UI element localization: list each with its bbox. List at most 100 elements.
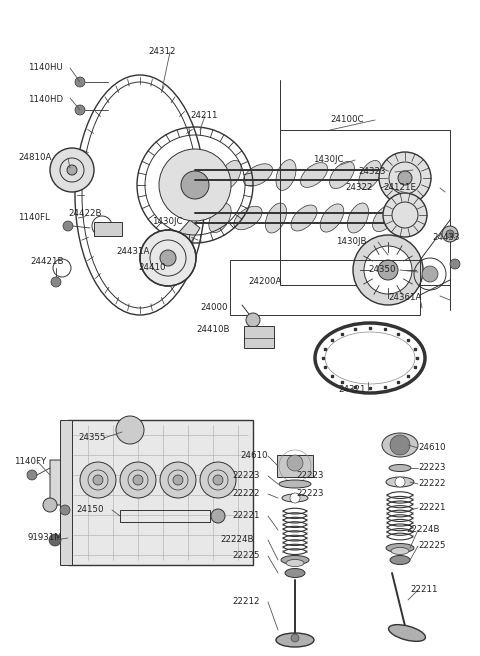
Ellipse shape (281, 556, 309, 565)
Circle shape (442, 226, 458, 242)
Circle shape (27, 470, 37, 480)
Circle shape (160, 462, 196, 498)
Text: 24211: 24211 (190, 112, 217, 121)
Text: 22224B: 22224B (406, 525, 440, 535)
Ellipse shape (265, 203, 287, 233)
Text: 24810A: 24810A (18, 154, 51, 163)
Text: 1140FY: 1140FY (14, 457, 46, 466)
Ellipse shape (276, 633, 314, 647)
Ellipse shape (372, 205, 397, 232)
Text: 24322: 24322 (345, 184, 372, 192)
Text: 22223: 22223 (232, 472, 260, 480)
Text: 24433: 24433 (432, 234, 459, 243)
Circle shape (422, 266, 438, 282)
Text: 24321: 24321 (338, 386, 365, 394)
Text: 24200A: 24200A (248, 277, 281, 287)
Text: 22223: 22223 (296, 489, 324, 499)
Circle shape (287, 455, 303, 471)
Ellipse shape (209, 203, 231, 233)
Text: 22223: 22223 (296, 472, 324, 480)
Ellipse shape (276, 159, 296, 190)
Text: 24361A: 24361A (388, 293, 421, 302)
Text: 24431A: 24431A (116, 247, 149, 256)
Bar (120, 510, 210, 522)
Circle shape (140, 230, 196, 286)
Text: 24312: 24312 (148, 47, 176, 56)
Text: 1140HU: 1140HU (28, 64, 63, 73)
Text: 22221: 22221 (418, 504, 445, 512)
Text: 24610: 24610 (418, 443, 445, 453)
Circle shape (383, 193, 427, 237)
Circle shape (133, 475, 143, 485)
Text: 24350: 24350 (368, 266, 396, 274)
Circle shape (291, 634, 299, 642)
Circle shape (120, 462, 156, 498)
Text: 24610: 24610 (240, 451, 267, 461)
Ellipse shape (390, 556, 410, 565)
Circle shape (353, 235, 423, 305)
Ellipse shape (291, 205, 317, 231)
Text: 24410B: 24410B (196, 325, 229, 335)
Ellipse shape (300, 163, 327, 188)
Circle shape (378, 260, 398, 280)
Circle shape (211, 509, 225, 523)
Circle shape (51, 277, 61, 287)
Text: 24323: 24323 (358, 167, 385, 176)
Text: 1430JC: 1430JC (313, 155, 344, 165)
Ellipse shape (320, 204, 344, 232)
Circle shape (290, 493, 300, 503)
Circle shape (200, 462, 236, 498)
Circle shape (63, 221, 73, 231)
Text: 24421B: 24421B (30, 258, 63, 266)
Circle shape (67, 165, 77, 175)
Ellipse shape (279, 480, 311, 488)
Circle shape (246, 313, 260, 327)
Bar (94, 222, 122, 236)
Bar (230, 260, 420, 315)
Text: 24121E: 24121E (383, 184, 416, 192)
Text: 24355: 24355 (78, 434, 106, 443)
Ellipse shape (391, 548, 409, 554)
Text: 22225: 22225 (232, 552, 260, 560)
Circle shape (398, 171, 412, 185)
Circle shape (75, 105, 85, 115)
Ellipse shape (359, 161, 381, 190)
Ellipse shape (386, 544, 414, 552)
Text: 22221: 22221 (232, 512, 260, 520)
Bar (60, 420, 72, 565)
Ellipse shape (219, 161, 241, 190)
Circle shape (395, 477, 405, 487)
Circle shape (75, 77, 85, 87)
Text: 24100C: 24100C (330, 115, 363, 125)
Circle shape (50, 148, 94, 192)
Text: 1430JC: 1430JC (152, 218, 182, 226)
Text: 24000: 24000 (200, 304, 228, 312)
Bar (244, 326, 274, 348)
Ellipse shape (234, 206, 262, 230)
Text: 24410: 24410 (138, 264, 166, 272)
Circle shape (213, 475, 223, 485)
Circle shape (80, 462, 116, 498)
Ellipse shape (286, 560, 304, 567)
Ellipse shape (330, 161, 354, 188)
Circle shape (116, 416, 144, 444)
Ellipse shape (388, 625, 425, 642)
Circle shape (379, 152, 431, 204)
Circle shape (390, 435, 410, 455)
Ellipse shape (382, 433, 418, 457)
Ellipse shape (386, 477, 414, 487)
Text: 1430JB: 1430JB (336, 237, 367, 247)
Text: 22211: 22211 (410, 586, 437, 594)
Text: 22222: 22222 (418, 480, 445, 489)
Text: 24150: 24150 (76, 506, 104, 514)
Text: 22222: 22222 (232, 489, 260, 499)
Circle shape (450, 259, 460, 269)
Text: 22225: 22225 (418, 541, 445, 550)
Text: 22223: 22223 (418, 464, 445, 472)
Bar (68, 420, 253, 565)
Text: 1140FL: 1140FL (18, 213, 50, 222)
Circle shape (364, 246, 412, 294)
Circle shape (181, 171, 209, 199)
Text: 22224B: 22224B (220, 535, 253, 544)
Circle shape (446, 230, 454, 238)
